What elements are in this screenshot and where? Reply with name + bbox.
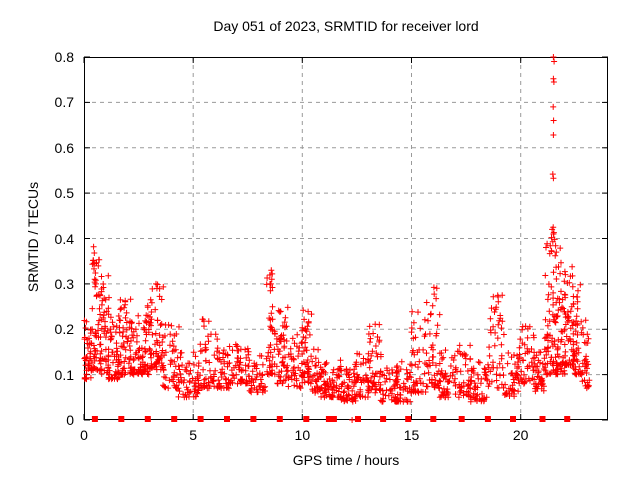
y-tick-label: 0.6 (54, 139, 74, 156)
data-points (81, 54, 593, 423)
x-tick-label: 5 (189, 427, 198, 443)
y-tick-label: 0.1 (54, 366, 74, 383)
x-axis-label: GPS time / hours (292, 452, 400, 468)
y-tick-label: 0.7 (54, 94, 74, 111)
y-tick-label: 0.3 (54, 275, 74, 292)
x-tick-label: 0 (80, 427, 88, 443)
y-tick-label: 0 (66, 412, 74, 428)
plot-area (81, 54, 608, 423)
y-tick-label: 0.4 (54, 230, 74, 247)
y-tick-label: 0.8 (54, 49, 74, 65)
zero-markers (91, 416, 571, 422)
y-tick-label: 0.2 (54, 321, 74, 338)
x-tick-label: 20 (512, 427, 529, 443)
x-tick-label: 15 (403, 427, 420, 443)
y-tick-label: 0.5 (54, 185, 74, 202)
chart-title: Day 051 of 2023, SRMTID for receiver lor… (213, 18, 479, 34)
x-tick-label: 10 (294, 427, 311, 443)
